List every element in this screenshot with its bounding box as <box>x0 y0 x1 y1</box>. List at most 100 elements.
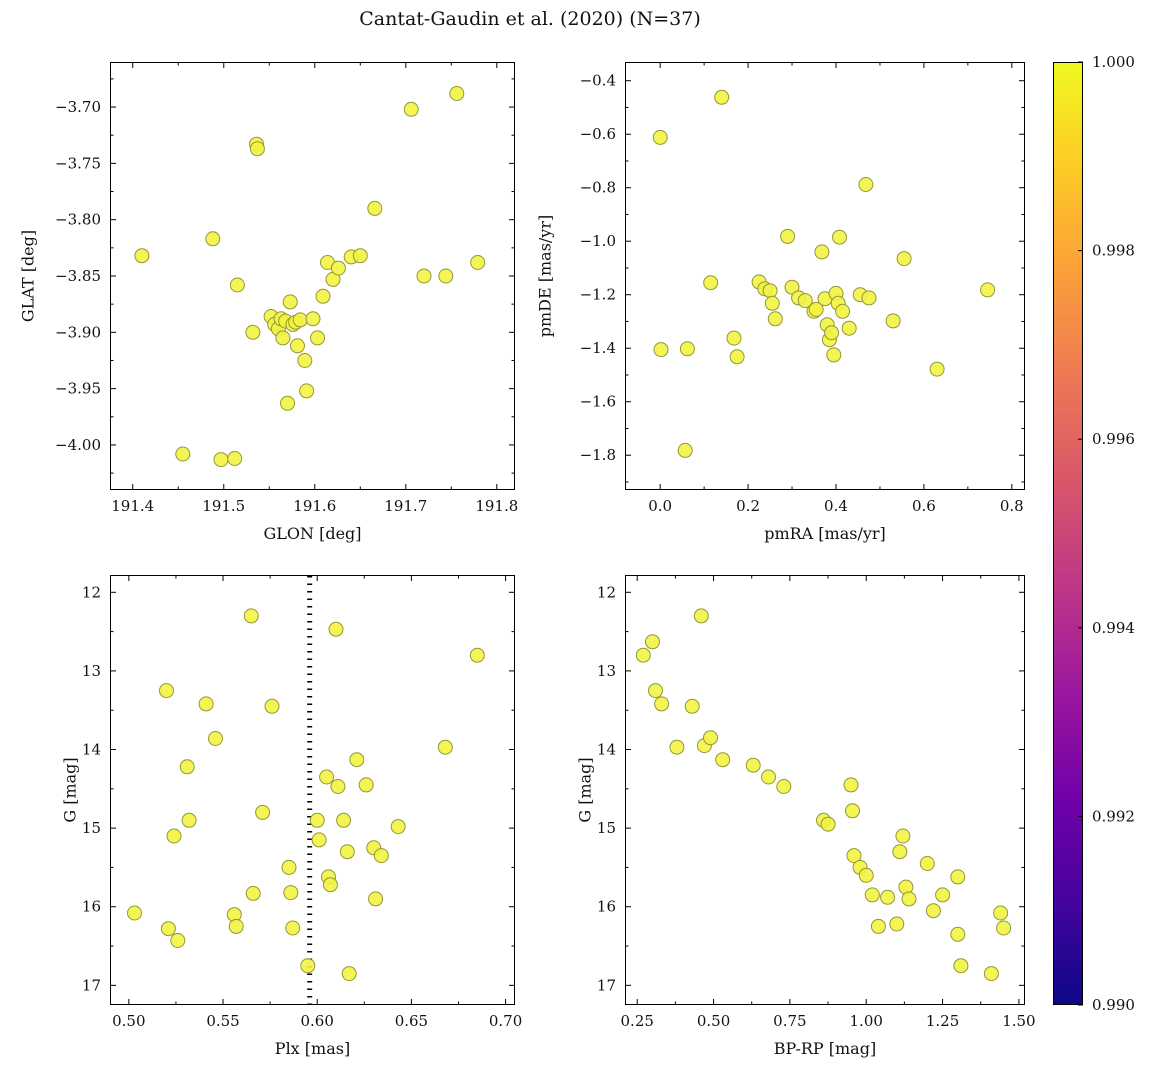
data-point <box>416 268 432 284</box>
data-point <box>880 889 896 905</box>
data-point <box>175 446 191 462</box>
y-tick-label: −3.95 <box>55 380 101 398</box>
data-point <box>352 248 368 264</box>
data-point <box>227 451 243 466</box>
colorbar: 0.990 0.992 0.994 0.996 0.998 1.000 <box>1053 53 1135 1014</box>
subplot-glon-glat: 191.4 191.5 191.6 191.7 191.8 −4.00 −3.95 −3.90… <box>19 62 518 543</box>
colorbar-tick-label: 0.994 <box>1092 619 1135 637</box>
x-tick-label: 0.2 <box>736 497 760 515</box>
data-point <box>229 277 245 293</box>
y-axis-label: G [mag] <box>60 757 80 823</box>
data-point <box>864 887 880 903</box>
y-tick-label: 14 <box>597 741 616 759</box>
data-point <box>198 696 214 712</box>
y-tick-label: −4.00 <box>55 436 101 454</box>
data-point <box>311 832 327 848</box>
axes-frame <box>110 62 515 490</box>
data-point <box>330 260 346 276</box>
colorbar-tick-label: 0.998 <box>1092 242 1135 260</box>
data-point <box>929 361 945 377</box>
data-point <box>814 244 830 260</box>
data-point <box>654 696 670 712</box>
data-point <box>826 347 842 363</box>
data-point <box>653 342 669 358</box>
data-point <box>282 294 298 310</box>
data-point <box>310 330 325 346</box>
data-point <box>677 442 693 458</box>
x-tick-label: 191.5 <box>202 497 245 515</box>
data-point <box>648 683 663 699</box>
data-point <box>858 867 874 883</box>
data-point <box>693 608 709 624</box>
data-point <box>285 920 301 936</box>
data-point <box>715 752 731 768</box>
data-point <box>843 777 859 793</box>
figure-title: Cantat-Gaudin et al. (2020) (N=37) <box>359 8 701 30</box>
data-point <box>179 759 195 775</box>
data-point <box>438 268 454 284</box>
scatter-canvas-plx-g: 0.50 0.55 0.60 0.65 0.70 12 13 14 15 16 17 <box>82 575 522 1030</box>
data-point <box>780 228 796 244</box>
data-point <box>950 926 966 942</box>
y-tick-label: −1.8 <box>580 446 616 464</box>
scatter-canvas-bprp-g: 0.25 0.50 0.75 1.00 1.25 1.50 12 13 14 15 16 17 <box>597 575 1036 1030</box>
data-point <box>776 779 792 794</box>
data-point <box>127 905 142 921</box>
x-axis-label: pmRA [mas/yr] <box>764 524 886 543</box>
x-tick-label: 0.4 <box>824 497 848 515</box>
x-tick-label: 0.55 <box>206 1012 239 1030</box>
data-point <box>160 921 176 937</box>
x-tick-label: 0.65 <box>395 1012 428 1030</box>
y-tick-label: −1.6 <box>580 393 616 411</box>
x-tick-label: 0.70 <box>489 1012 522 1030</box>
data-point <box>669 739 685 755</box>
data-point <box>336 812 352 828</box>
data-point <box>358 777 374 793</box>
data-point <box>166 828 182 844</box>
data-point <box>652 129 668 145</box>
data-point <box>319 769 335 785</box>
data-point <box>134 248 150 264</box>
data-point <box>283 885 299 901</box>
data-point <box>299 383 315 399</box>
data-point <box>159 683 174 699</box>
data-point <box>767 311 783 327</box>
x-tick-label: 191.8 <box>475 497 518 515</box>
y-tick-label: 12 <box>82 583 101 601</box>
y-tick-label: −0.4 <box>580 72 616 90</box>
data-point <box>309 812 325 828</box>
x-tick-label: 0.75 <box>773 1012 806 1030</box>
data-point <box>762 283 778 299</box>
data-point <box>841 320 857 336</box>
colorbar-gradient <box>1053 62 1083 1005</box>
data-point <box>330 779 346 794</box>
data-point <box>870 918 886 934</box>
data-point <box>228 918 244 934</box>
y-tick-label: 17 <box>82 976 101 994</box>
data-point <box>983 966 999 982</box>
y-tick-label: −0.8 <box>580 179 616 197</box>
data-point <box>249 141 265 157</box>
x-tick-label: 191.7 <box>384 497 427 515</box>
data-point <box>919 856 935 871</box>
data-point <box>745 757 761 773</box>
data-point <box>861 290 877 306</box>
x-tick-label: 191.4 <box>111 497 154 515</box>
data-point <box>901 891 917 907</box>
data-point <box>245 324 261 340</box>
data-point <box>243 608 259 624</box>
y-tick-label: 14 <box>82 741 101 759</box>
axes-frame <box>625 575 1025 1005</box>
y-tick-label: −1.2 <box>580 286 616 304</box>
y-tick-label: −3.90 <box>55 323 101 341</box>
y-tick-label: 16 <box>82 898 101 916</box>
y-tick-label: 16 <box>597 898 616 916</box>
x-tick-label: 1.00 <box>850 1012 883 1030</box>
x-axis-label: BP-RP [mag] <box>773 1039 877 1058</box>
data-point <box>205 231 221 247</box>
data-point <box>181 812 197 828</box>
scatter-canvas-glon-glat: 191.4 191.5 191.6 191.7 191.8 −4.00 −3.95 −3.90… <box>55 62 518 515</box>
x-tick-label: 191.6 <box>293 497 336 515</box>
x-tick-label: 0.50 <box>112 1012 145 1030</box>
data-point <box>846 848 862 864</box>
